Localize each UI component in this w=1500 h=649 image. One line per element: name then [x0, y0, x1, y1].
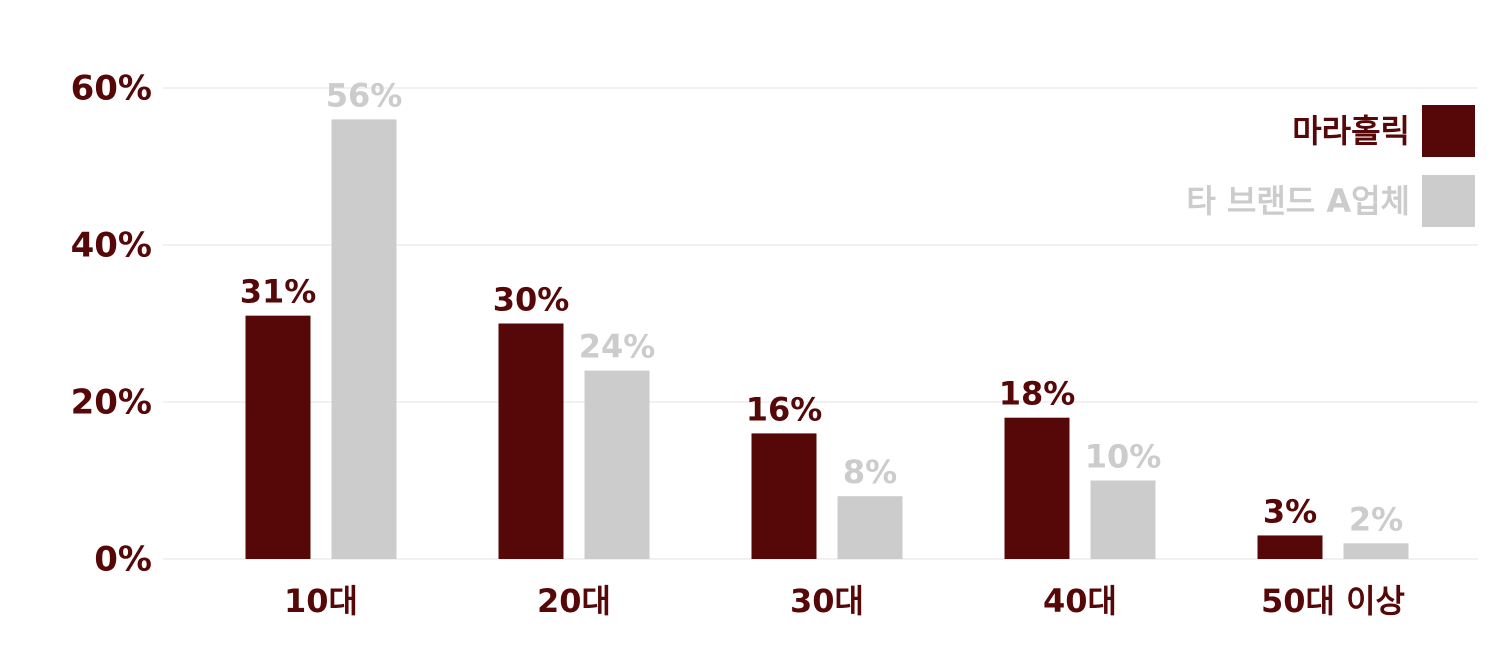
legend-label: 타 브랜드 A업체 — [1186, 182, 1410, 220]
legend-swatch — [1422, 105, 1475, 157]
bar — [1090, 480, 1156, 559]
value-label: 24% — [579, 328, 656, 366]
bar — [331, 119, 397, 560]
legend-label: 마라홀릭 — [1292, 112, 1410, 150]
value-label: 8% — [843, 453, 897, 491]
bar — [1343, 543, 1409, 559]
bar — [1004, 417, 1070, 559]
x-tick-label: 40대 — [1043, 582, 1117, 620]
value-label: 31% — [240, 273, 317, 311]
bar — [245, 315, 311, 559]
x-tick-label: 50대 이상 — [1261, 582, 1405, 620]
value-label: 16% — [746, 390, 823, 428]
bar — [584, 370, 650, 559]
x-tick-label: 30대 — [790, 582, 864, 620]
y-tick-label: 40% — [71, 226, 152, 266]
bar — [751, 433, 817, 559]
x-tick-label: 20대 — [537, 582, 611, 620]
bar — [498, 323, 564, 559]
x-tick-label: 10대 — [284, 582, 358, 620]
value-label: 30% — [493, 281, 570, 319]
value-label: 18% — [999, 375, 1076, 413]
legend-swatch — [1422, 175, 1475, 227]
y-tick-label: 0% — [94, 540, 152, 580]
value-label: 56% — [326, 76, 403, 114]
value-label: 10% — [1085, 438, 1162, 476]
value-label: 2% — [1349, 500, 1403, 538]
y-tick-label: 20% — [71, 383, 152, 423]
y-tick-label: 60% — [71, 69, 152, 109]
bar — [837, 496, 903, 559]
value-label: 3% — [1263, 492, 1317, 530]
bar — [1257, 535, 1323, 559]
